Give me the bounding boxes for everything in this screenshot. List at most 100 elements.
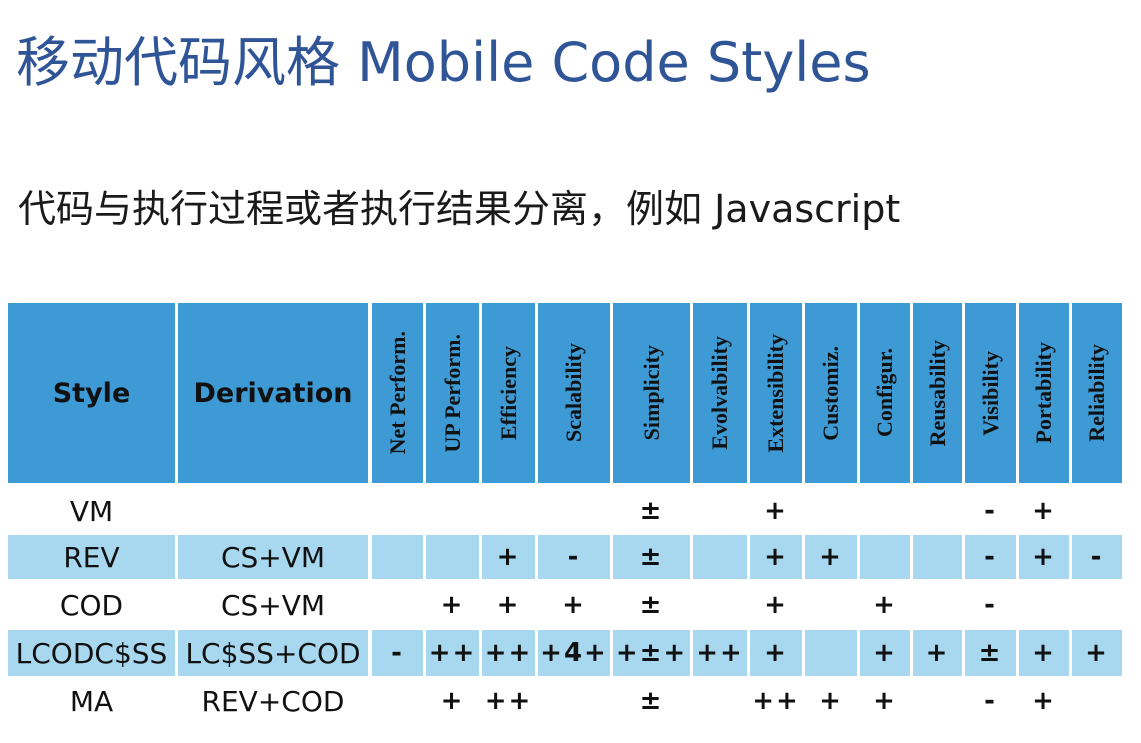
cell-text: ++ — [696, 638, 744, 668]
rating-cell — [860, 490, 910, 532]
rating-cell: + — [1072, 630, 1122, 676]
rating-cell — [538, 490, 610, 532]
cell-text: ± — [639, 686, 664, 716]
rating-cell: - — [965, 583, 1016, 627]
rating-cell: + — [1019, 680, 1069, 722]
cell-text: ++ — [484, 686, 533, 716]
rating-cell: + — [860, 680, 910, 722]
rating-cell: ± — [613, 583, 690, 627]
cell-text: Simplicity — [638, 345, 664, 441]
column-header: Evolvability — [693, 303, 747, 483]
cell-text: LC$SS+COD — [185, 636, 361, 670]
rating-cell: + — [482, 583, 535, 627]
cell-text: + — [764, 590, 788, 620]
cell-text: ± — [639, 542, 664, 572]
cell-text: +±+ — [615, 638, 688, 668]
cell-text: REV — [63, 540, 120, 574]
rating-cell: + — [750, 490, 802, 532]
cell-text: COD — [59, 588, 124, 622]
column-header: Scalability — [538, 303, 610, 483]
cell-text: + — [1032, 686, 1056, 716]
rating-cell: ± — [613, 490, 690, 532]
rating-cell: + — [860, 630, 910, 676]
cell-text: Style — [52, 377, 131, 409]
cell-text: Portability — [1031, 342, 1056, 444]
cell-text: Derivation — [193, 377, 353, 409]
derivation-cell: LC$SS+COD — [178, 630, 368, 676]
column-header: Simplicity — [613, 303, 690, 483]
cell-text: - — [391, 638, 404, 668]
rating-cell: + — [750, 630, 802, 676]
rating-cell — [913, 583, 962, 627]
cell-text: + — [873, 638, 897, 668]
rating-cell: ++ — [426, 630, 479, 676]
derivation-cell: REV+COD — [178, 680, 368, 722]
rating-cell: - — [1072, 535, 1122, 579]
derivation-cell: CS+VM — [178, 583, 368, 627]
cell-text: ++ — [428, 638, 477, 668]
rating-cell: ± — [613, 680, 690, 722]
rating-cell — [913, 535, 962, 579]
cell-text: - — [567, 542, 581, 572]
rating-cell: ++ — [482, 630, 535, 676]
rating-cell: + — [860, 583, 910, 627]
cell-text: + — [562, 590, 586, 620]
rating-cell: - — [965, 490, 1016, 532]
rating-cell — [693, 680, 747, 722]
cell-text: Evolvability — [707, 336, 732, 450]
rating-cell: + — [426, 583, 479, 627]
cell-text: - — [984, 496, 997, 526]
rating-cell — [372, 680, 423, 722]
cell-text: - — [984, 542, 997, 572]
column-header: Reliability — [1072, 303, 1122, 483]
cell-text: Reusability — [924, 339, 950, 447]
column-header: Style — [8, 303, 175, 483]
slide-subtitle: 代码与执行过程或者执行结果分离，例如 Javascript — [18, 187, 901, 231]
rating-cell: + — [913, 630, 962, 676]
rating-cell — [805, 490, 857, 532]
rating-cell: ++ — [482, 680, 535, 722]
rating-cell: +±+ — [613, 630, 690, 676]
cell-text: ++ — [752, 686, 800, 716]
rating-cell — [372, 490, 423, 532]
cell-text: + — [1032, 496, 1056, 526]
cell-text: + — [496, 542, 521, 572]
column-header: Visibility — [965, 303, 1016, 483]
rating-cell — [538, 680, 610, 722]
cell-text: + — [496, 590, 521, 620]
cell-text: + — [764, 496, 788, 526]
derivation-cell: CS+VM — [178, 535, 368, 579]
rating-cell: + — [1019, 630, 1069, 676]
column-header: Derivation — [178, 303, 368, 483]
column-header: Portability — [1019, 303, 1069, 483]
rating-cell: ++ — [750, 680, 802, 722]
cell-text: VM — [69, 494, 114, 528]
column-header: Net Perform. — [372, 303, 423, 483]
rating-cell — [805, 583, 857, 627]
cell-text: + — [819, 686, 843, 716]
cell-text: + — [925, 638, 950, 668]
cell-text: ± — [639, 590, 664, 620]
cell-text: +4+ — [540, 638, 608, 668]
cell-text: + — [440, 590, 465, 620]
rating-cell: + — [750, 535, 802, 579]
rating-cell — [372, 583, 423, 627]
rating-cell: - — [538, 535, 610, 579]
style-cell: VM — [8, 490, 175, 532]
rating-cell: ± — [613, 535, 690, 579]
style-cell: REV — [8, 535, 175, 579]
cell-text: + — [1085, 638, 1109, 668]
cell-text: ++ — [484, 638, 533, 668]
cell-text: ± — [639, 496, 664, 526]
rating-cell — [693, 535, 747, 579]
cell-text: + — [1032, 542, 1056, 572]
rating-cell: ± — [965, 630, 1016, 676]
rating-cell — [693, 490, 747, 532]
rating-cell: - — [372, 630, 423, 676]
cell-text: UP Perform. — [439, 333, 465, 453]
cell-text: MA — [69, 684, 114, 718]
cell-text: + — [873, 686, 897, 716]
rating-cell: +4+ — [538, 630, 610, 676]
rating-cell — [372, 535, 423, 579]
rating-cell — [1019, 583, 1069, 627]
